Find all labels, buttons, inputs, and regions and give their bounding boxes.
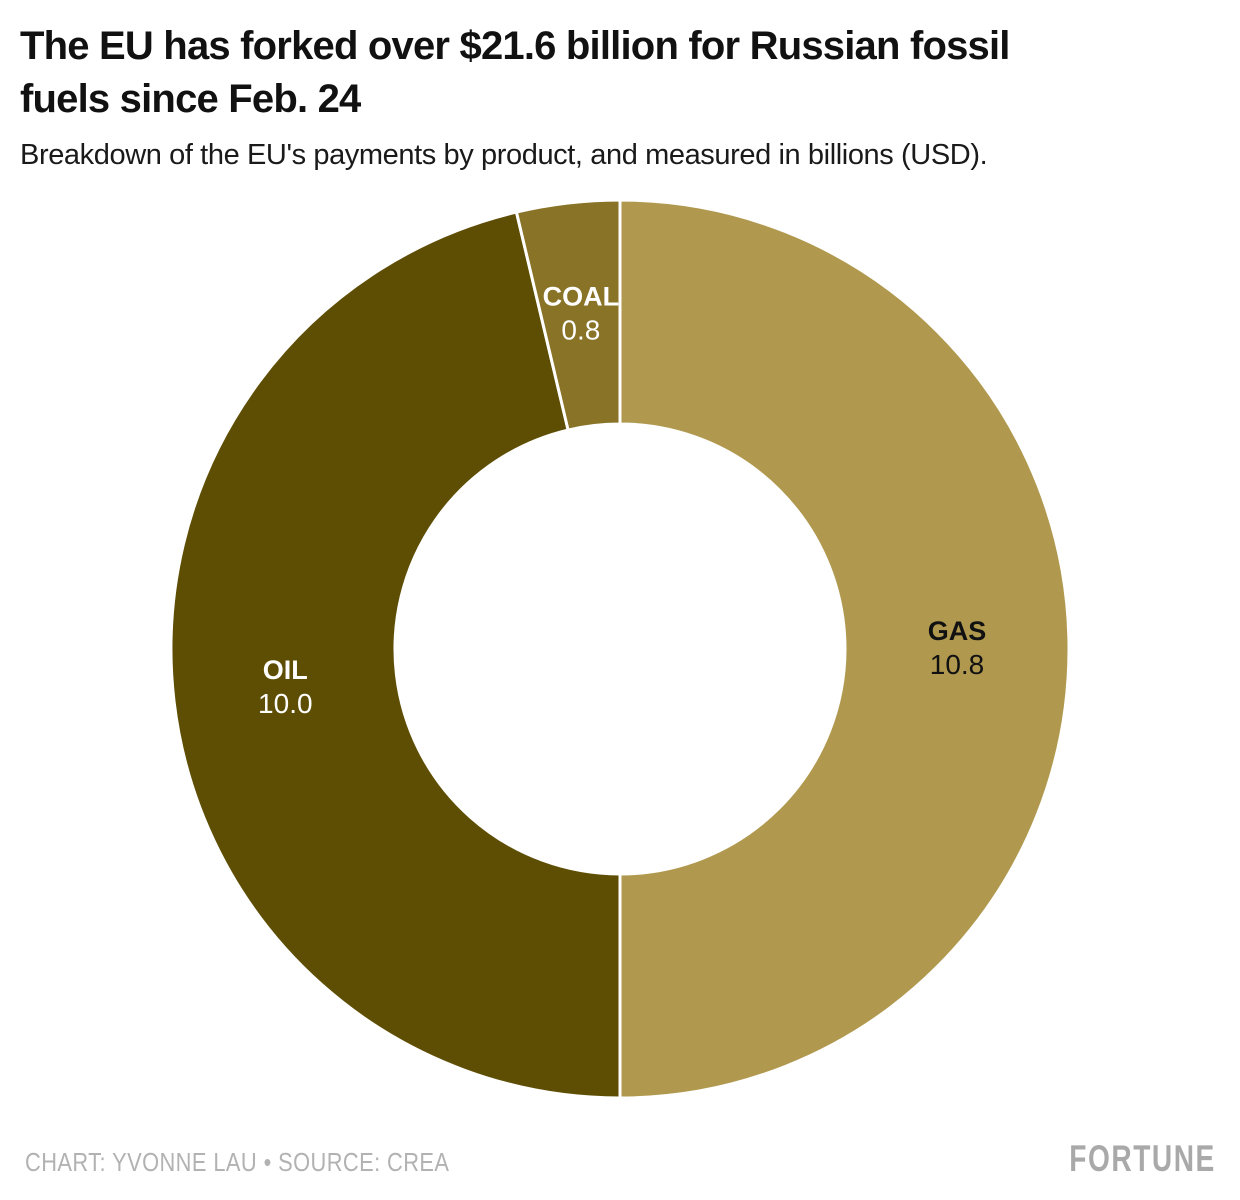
segment-label-oil: OIL bbox=[263, 655, 308, 685]
segment-value-oil: 10.0 bbox=[258, 688, 313, 719]
fortune-logo: FORTUNE bbox=[1069, 1138, 1216, 1179]
chart-title-line-2: fuels since Feb. 24 bbox=[20, 77, 361, 121]
credit-text: CHART: YVONNE LAU • SOURCE: CREA bbox=[25, 1147, 450, 1177]
chart-title-line-1: The EU has forked over $21.6 billion for… bbox=[20, 24, 1010, 68]
segment-value-coal: 0.8 bbox=[561, 314, 600, 345]
segment-value-gas: 10.8 bbox=[930, 649, 985, 680]
segment-label-coal: COAL bbox=[543, 281, 620, 311]
segment-gas bbox=[618, 198, 1071, 1100]
segment-coal bbox=[514, 198, 622, 432]
segment-oil bbox=[169, 210, 622, 1100]
segment-label-gas: GAS bbox=[928, 616, 987, 646]
chart-header: The EU has forked over $21.6 billion for… bbox=[20, 20, 1225, 172]
chart-subtitle: Breakdown of the EU's payments by produc… bbox=[20, 139, 988, 171]
